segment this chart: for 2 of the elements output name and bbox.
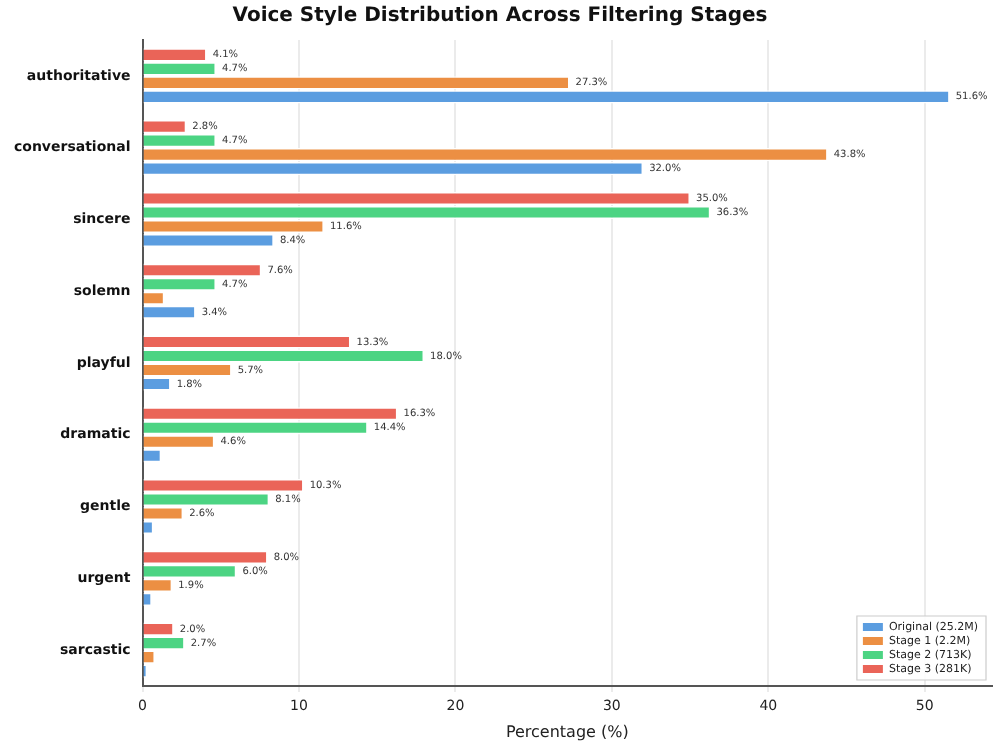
x-axis-title: Percentage (%) [505, 722, 629, 741]
chart-title: Voice Style Distribution Across Filtering Stages [232, 5, 768, 28]
